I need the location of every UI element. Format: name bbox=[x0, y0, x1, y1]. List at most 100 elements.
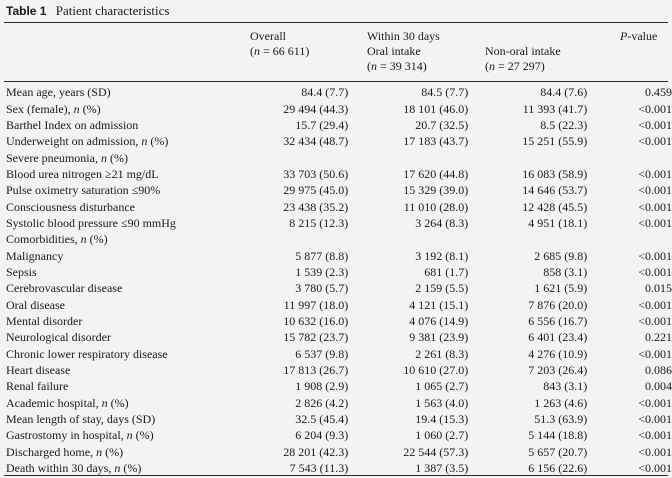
table-row: Gastrostomy in hospital, n (%) 6 204 (9.3… bbox=[6, 427, 672, 443]
cell-non-oral-intake: 858 (3.1) bbox=[543, 264, 588, 279]
table-row: Academic hospital, n (%) 2 826 (4.2) 1 563… bbox=[6, 395, 672, 411]
row-label: Mental disorder bbox=[6, 313, 83, 328]
table-row: Systolic blood pressure ≤90 mmHg 8 215 (1… bbox=[6, 215, 672, 231]
table-row: Mental disorder 10 632 (16.0) 4 076 (14.9)… bbox=[6, 313, 672, 329]
row-label: Malignancy bbox=[6, 248, 64, 263]
cell-overall: 7 543 (11.3) bbox=[289, 461, 349, 476]
cell-overall: 29 975 (45.0) bbox=[283, 183, 349, 198]
cell-oral-intake: 3 264 (8.3) bbox=[415, 215, 469, 230]
table-row: Heart disease 17 813 (26.7) 10 610 (27.0) 7… bbox=[6, 362, 672, 378]
table-row: Sepsis 1 539 (2.3) 681 (1.7) 858 (3.1) <0.00… bbox=[6, 264, 672, 280]
cell-oral-intake bbox=[366, 231, 485, 247]
table-row: Cerebrovascular disease 3 780 (5.7) 2 159 … bbox=[6, 280, 672, 296]
row-label: Gastrostomy in hospital, n (%) bbox=[6, 428, 154, 443]
cell-overall: 6 204 (9.3) bbox=[295, 428, 349, 443]
cell-non-oral-intake bbox=[485, 149, 587, 165]
header-within30-label: Within 30 days bbox=[367, 29, 440, 43]
table-row: Consciousness disturbance 23 438 (35.2) 11… bbox=[6, 198, 672, 214]
cell-overall: 17 813 (26.7) bbox=[283, 363, 349, 378]
cell-oral-intake bbox=[366, 149, 485, 165]
cell-p-value: <0.001 bbox=[638, 412, 672, 427]
row-label: Sepsis bbox=[6, 264, 37, 279]
cell-p-value: 0.015 bbox=[645, 281, 672, 296]
cell-overall: 15 782 (23.7) bbox=[283, 330, 349, 345]
cell-p-value: <0.001 bbox=[638, 395, 672, 410]
header-nonoral: Non-oral intake (n = 27 297) bbox=[485, 44, 561, 74]
cell-non-oral-intake: 843 (3.1) bbox=[543, 379, 588, 394]
cell-oral-intake: 84.5 (7.7) bbox=[421, 85, 469, 100]
cell-overall: 84.4 (7.7) bbox=[301, 85, 349, 100]
row-label: Pulse oximetry saturation ≤90% bbox=[6, 183, 161, 198]
cell-oral-intake: 20.7 (32.5) bbox=[415, 117, 469, 132]
cell-oral-intake: 2 261 (8.3) bbox=[415, 346, 469, 361]
cell-overall: 1 539 (2.3) bbox=[295, 264, 349, 279]
header-nonoral-n: (n = 27 297) bbox=[485, 59, 545, 73]
table-row: Oral disease 11 997 (18.0) 4 121 (15.1) 7 8… bbox=[6, 296, 672, 312]
cell-oral-intake: 10 610 (27.0) bbox=[403, 363, 469, 378]
row-label: Consciousness disturbance bbox=[6, 199, 135, 214]
cell-oral-intake: 9 381 (23.9) bbox=[409, 330, 469, 345]
row-label: Systolic blood pressure ≤90 mmHg bbox=[6, 215, 176, 230]
cell-p-value: <0.001 bbox=[638, 199, 672, 214]
header-overall-n: (n = 66 611) bbox=[250, 44, 310, 58]
table-caption: Table 1 Patient characteristics bbox=[6, 3, 169, 19]
cell-oral-intake: 22 544 (57.3) bbox=[403, 444, 469, 459]
header-overall: Overall (n = 66 611) bbox=[250, 29, 309, 59]
patient-characteristics-table: Mean age, years (SD) 84.4 (7.7) 84.5 (7.7)… bbox=[6, 84, 672, 476]
cell-oral-intake: 17 183 (43.7) bbox=[403, 134, 469, 149]
cell-p-value: <0.001 bbox=[638, 215, 672, 230]
row-label: Mean age, years (SD) bbox=[6, 85, 111, 100]
cell-non-oral-intake: 11 393 (41.7) bbox=[522, 101, 588, 116]
row-label: Oral disease bbox=[6, 297, 65, 312]
cell-oral-intake: 1 060 (2.7) bbox=[415, 428, 469, 443]
row-label: Sex (female), n (%) bbox=[6, 101, 101, 116]
cell-p-value: 0.221 bbox=[645, 330, 672, 345]
cell-p-value: 0.459 bbox=[645, 85, 672, 100]
cell-overall: 28 201 (42.3) bbox=[283, 444, 349, 459]
header-within30: Within 30 days Oral intake (n = 39 314) bbox=[367, 29, 440, 74]
cell-overall: 3 780 (5.7) bbox=[295, 281, 349, 296]
row-label: Comorbidities, n (%) bbox=[6, 232, 108, 247]
top-rule bbox=[4, 22, 668, 23]
cell-p-value: <0.001 bbox=[638, 101, 672, 116]
row-label: Chronic lower respiratory disease bbox=[6, 346, 168, 361]
cell-oral-intake: 2 159 (5.5) bbox=[415, 281, 469, 296]
cell-p-value: <0.001 bbox=[638, 134, 672, 149]
row-label: Barthel Index on admission bbox=[6, 117, 139, 132]
cell-p-value: <0.001 bbox=[638, 117, 672, 132]
row-label: Cerebrovascular disease bbox=[6, 281, 123, 296]
cell-non-oral-intake: 6 156 (22.6) bbox=[528, 461, 588, 476]
cell-non-oral-intake: 4 951 (18.1) bbox=[528, 215, 588, 230]
row-label: Mean length of stay, days (SD) bbox=[6, 412, 156, 427]
cell-non-oral-intake: 5 144 (18.8) bbox=[528, 428, 588, 443]
table-caption-title: Patient characteristics bbox=[55, 3, 170, 18]
table-row: Underweight on admission, n (%) 32 434 (4… bbox=[6, 133, 672, 149]
cell-oral-intake: 1 065 (2.7) bbox=[415, 379, 469, 394]
cell-oral-intake: 18 101 (46.0) bbox=[403, 101, 469, 116]
row-label: Heart disease bbox=[6, 363, 71, 378]
cell-non-oral-intake: 6 401 (23.4) bbox=[528, 330, 588, 345]
cell-p-value: 0.004 bbox=[645, 379, 672, 394]
cell-p-value: <0.001 bbox=[638, 313, 672, 328]
cell-oral-intake: 681 (1.7) bbox=[424, 264, 469, 279]
cell-oral-intake: 19.4 (15.3) bbox=[415, 412, 469, 427]
cell-non-oral-intake: 51.3 (63.9) bbox=[534, 412, 588, 427]
cell-oral-intake: 1 563 (4.0) bbox=[415, 395, 469, 410]
cell-overall bbox=[242, 231, 366, 247]
cell-overall: 5 877 (8.8) bbox=[295, 248, 349, 263]
cell-non-oral-intake: 2 685 (9.8) bbox=[534, 248, 588, 263]
table-row: Chronic lower respiratory disease 6 537 (… bbox=[6, 346, 672, 362]
table-row: Discharged home, n (%) 28 201 (42.3) 22 54… bbox=[6, 444, 672, 460]
cell-oral-intake: 4 076 (14.9) bbox=[409, 313, 469, 328]
cell-overall: 32 434 (48.7) bbox=[283, 134, 349, 149]
cell-overall: 6 537 (9.8) bbox=[295, 346, 349, 361]
cell-overall: 23 438 (35.2) bbox=[283, 199, 349, 214]
header-oral-n: (n = 39 314) bbox=[367, 59, 427, 73]
cell-overall: 10 632 (16.0) bbox=[283, 313, 349, 328]
header-oral-label: Oral intake bbox=[367, 44, 421, 58]
header-nonoral-label: Non-oral intake bbox=[485, 44, 561, 58]
cell-non-oral-intake bbox=[485, 231, 587, 247]
row-label: Neurological disorder bbox=[6, 330, 111, 345]
cell-p-value: <0.001 bbox=[638, 444, 672, 459]
header-overall-label: Overall bbox=[250, 29, 286, 43]
